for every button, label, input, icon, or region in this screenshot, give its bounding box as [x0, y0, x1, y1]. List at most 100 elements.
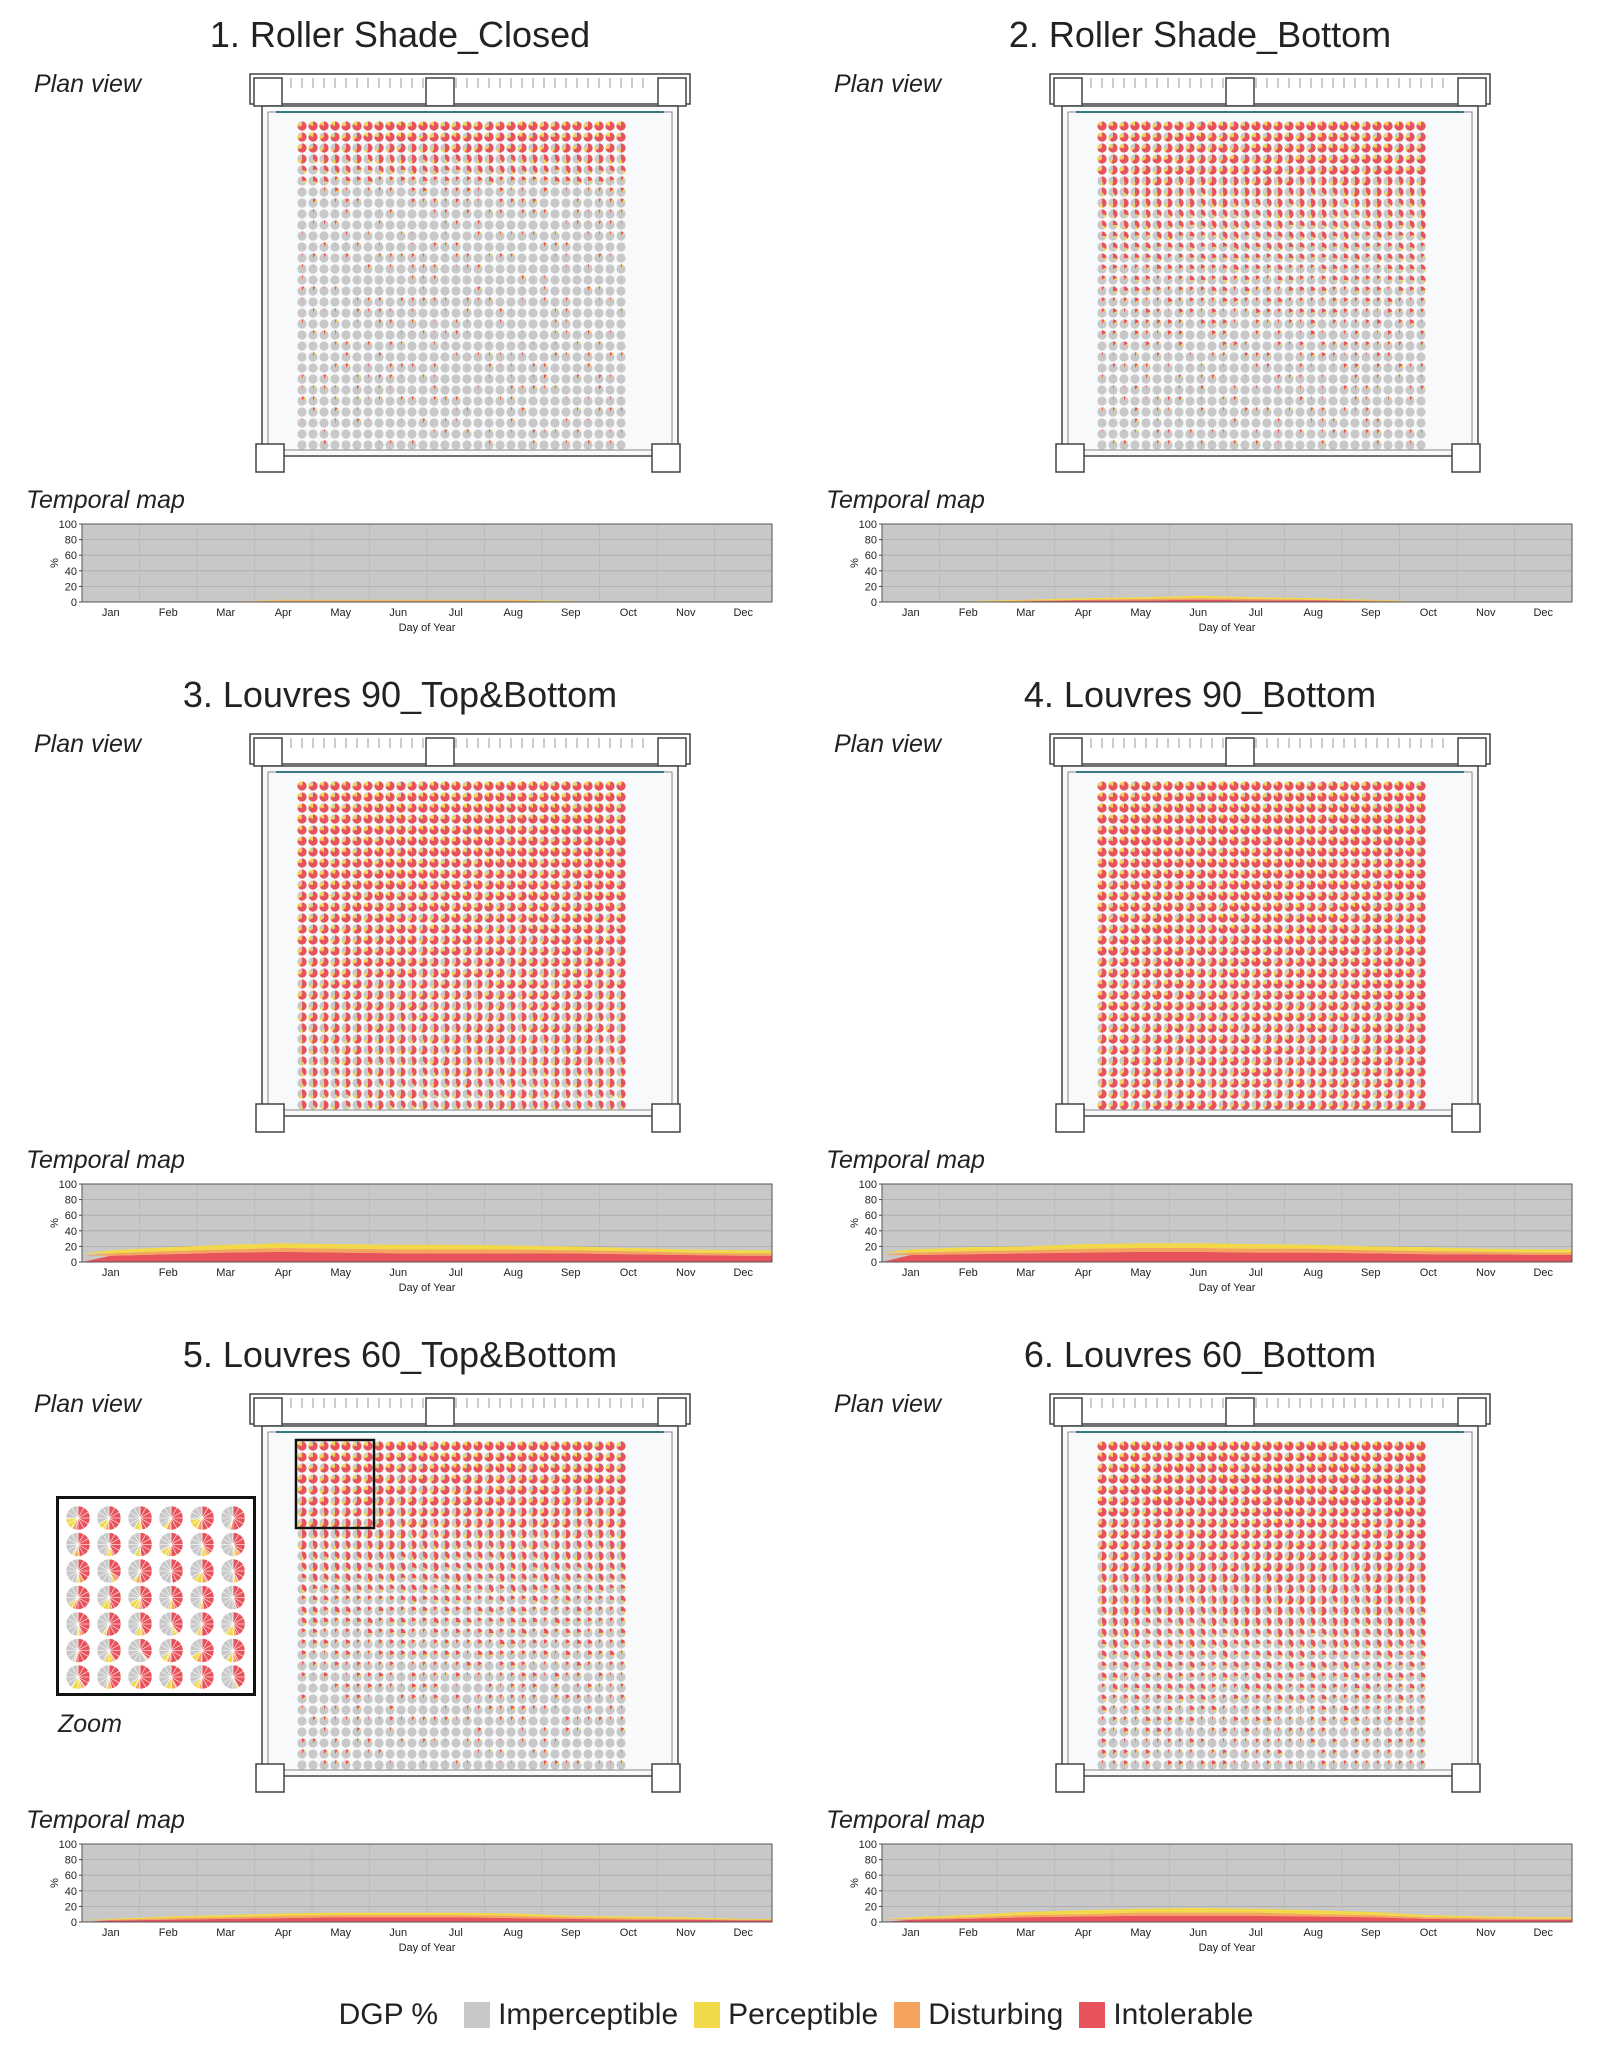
sensor-glyph-slice — [1289, 242, 1294, 247]
sensor-glyph-slice — [1155, 203, 1159, 208]
sensor-glyph-slice — [566, 180, 571, 183]
sensor-glyph-slice — [572, 136, 577, 138]
sensor-glyph-slice — [478, 385, 479, 390]
sensor-glyph — [297, 341, 307, 351]
sensor-glyph-slice — [1124, 192, 1128, 197]
sensor-glyph-slice — [1322, 286, 1327, 291]
sensor-glyph-slice — [1209, 192, 1212, 197]
sensor-glyph-slice — [1097, 121, 1107, 131]
sensor-glyph-slice — [357, 179, 362, 181]
sensor-glyph-slice — [1132, 170, 1135, 175]
sensor-glyph-slice — [1350, 157, 1355, 160]
sensor-glyph-slice — [357, 297, 359, 302]
sensor-glyph-slice — [456, 243, 460, 247]
sensor-glyph — [429, 319, 439, 329]
sensor-glyph-slice — [588, 180, 593, 181]
sensor-glyph-slice — [1363, 170, 1366, 175]
sensor-glyph — [473, 242, 483, 252]
sensor-glyph-slice — [1208, 159, 1212, 163]
sensor-glyph-slice — [577, 429, 580, 434]
sensor-glyph-slice — [1421, 299, 1426, 302]
sensor-glyph-slice — [390, 374, 393, 379]
sensor-glyph-slice — [1234, 187, 1239, 197]
sensor-glyph-slice — [434, 159, 436, 164]
sensor-glyph-slice — [1350, 154, 1360, 164]
sensor-glyph-slice — [1229, 154, 1234, 159]
sensor-glyph-slice — [1399, 214, 1402, 219]
sensor-glyph — [1416, 352, 1426, 362]
sensor-glyph-slice — [1241, 170, 1245, 175]
sensor-glyph-slice — [324, 253, 327, 258]
sensor-glyph — [319, 363, 329, 373]
sensor-glyph — [528, 330, 538, 340]
sensor-glyph-slice — [1355, 352, 1358, 357]
sensor-glyph-slice — [577, 176, 582, 183]
sensor-glyph-slice — [1212, 258, 1217, 261]
sensor-glyph-slice — [599, 187, 603, 192]
sensor-glyph-slice — [434, 170, 437, 175]
sensor-glyph-slice — [1157, 231, 1162, 239]
sensor-glyph-slice — [1234, 287, 1237, 291]
sensor-glyph-slice — [586, 159, 588, 164]
sensor-glyph — [583, 297, 593, 307]
sensor-glyph-slice — [1267, 297, 1272, 302]
sensor-glyph-slice — [1256, 253, 1261, 258]
sensor-glyph-slice — [1267, 301, 1272, 303]
sensor-glyph-slice — [1168, 322, 1173, 324]
sensor-glyph-slice — [1366, 396, 1368, 401]
sensor-glyph-slice — [429, 133, 434, 137]
sensor-glyph-slice — [335, 220, 338, 225]
sensor-glyph-slice — [1418, 214, 1422, 219]
sensor-glyph — [572, 330, 582, 340]
sensor-glyph-slice — [1119, 122, 1124, 126]
sensor-glyph-slice — [1354, 176, 1360, 186]
sensor-glyph-slice — [550, 132, 560, 142]
sensor-glyph-slice — [396, 121, 406, 131]
sensor-glyph-slice — [1242, 192, 1245, 197]
sensor-glyph-slice — [1157, 321, 1161, 324]
sensor-glyph-slice — [346, 254, 350, 258]
sensor-glyph-slice — [1146, 308, 1151, 313]
sensor-glyph-slice — [1278, 203, 1280, 208]
sensor-glyph-slice — [550, 122, 555, 127]
sensor-glyph-slice — [500, 199, 505, 203]
sensor-glyph — [528, 407, 538, 417]
sensor-glyph-slice — [1130, 121, 1140, 131]
sensor-glyph-slice — [1135, 187, 1140, 197]
sensor-glyph-slice — [412, 440, 415, 445]
sensor-glyph-slice — [1135, 234, 1140, 236]
sensor-glyph — [616, 440, 626, 450]
sensor-glyph-slice — [1110, 159, 1113, 164]
sensor-glyph — [605, 242, 615, 252]
sensor-glyph-slice — [434, 177, 438, 181]
sensor-glyph-slice — [1124, 220, 1129, 230]
sensor-glyph-slice — [1278, 269, 1283, 272]
sensor-glyph-slice — [1278, 214, 1281, 219]
sensor-glyph-slice — [1168, 253, 1172, 258]
sensor-glyph-slice — [335, 176, 338, 181]
sensor-glyph — [1207, 385, 1217, 395]
sensor-glyph-slice — [1278, 287, 1282, 291]
sensor-glyph-slice — [335, 396, 338, 401]
sensor-glyph-slice — [1124, 266, 1129, 269]
sensor-glyph-slice — [1179, 220, 1184, 228]
sensor-glyph-slice — [1146, 257, 1151, 258]
sensor-glyph-slice — [1124, 264, 1128, 269]
sensor-glyph-slice — [1119, 165, 1129, 175]
sensor-glyph-slice — [1222, 203, 1224, 208]
sensor-glyph-slice — [539, 132, 544, 137]
sensor-glyph-slice — [566, 159, 568, 164]
sensor-glyph-slice — [484, 148, 489, 151]
sensor-glyph-slice — [1399, 214, 1402, 218]
sensor-glyph — [451, 341, 461, 351]
sensor-glyph-slice — [1333, 353, 1336, 357]
sensor-glyph-slice — [1135, 319, 1140, 324]
sensor-glyph-slice — [1366, 253, 1371, 258]
sensor-glyph-slice — [1333, 287, 1337, 291]
sensor-glyph — [462, 363, 472, 373]
sensor-glyph-slice — [297, 159, 302, 164]
sensor-glyph-slice — [1333, 297, 1337, 302]
sensor-glyph-slice — [566, 187, 568, 192]
sensor-glyph-slice — [1333, 299, 1338, 302]
sensor-glyph — [451, 308, 461, 318]
